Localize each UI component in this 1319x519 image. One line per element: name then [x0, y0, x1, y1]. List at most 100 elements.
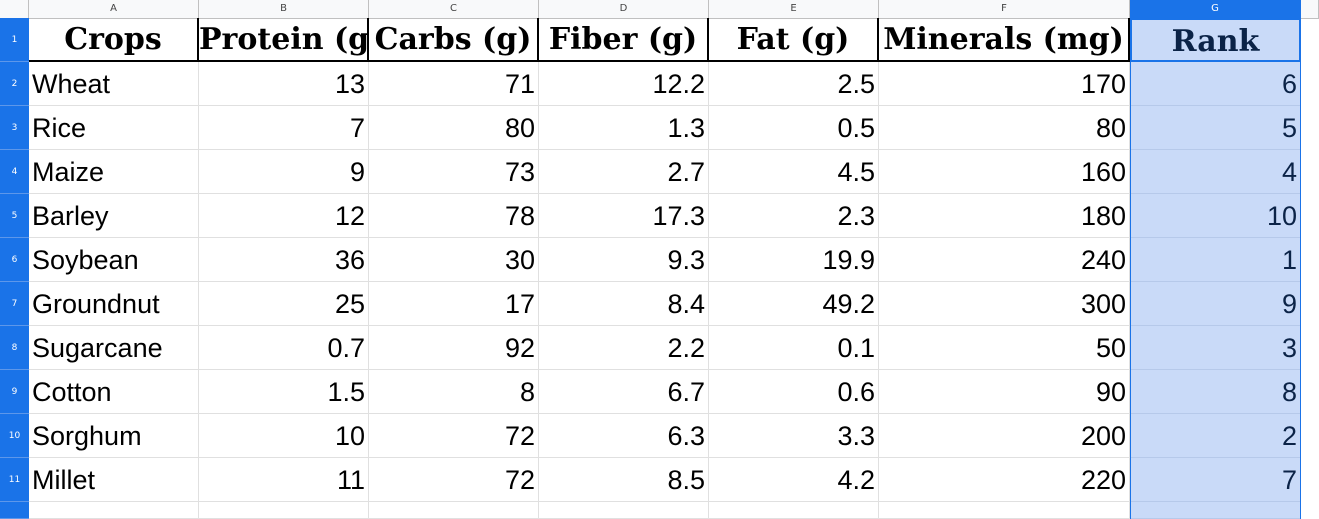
cell-a10[interactable]: Sorghum [29, 414, 199, 458]
column-header-f[interactable]: F [879, 0, 1130, 18]
cell-b7[interactable]: 25 [199, 282, 369, 326]
cell-b9[interactable]: 1.5 [199, 370, 369, 414]
cell-b12[interactable] [199, 502, 369, 519]
cell-f8[interactable]: 50 [879, 326, 1130, 370]
cell-c11[interactable]: 72 [369, 458, 539, 502]
cell-c8[interactable]: 92 [369, 326, 539, 370]
cell-f12[interactable] [879, 502, 1130, 519]
cell-c12[interactable] [369, 502, 539, 519]
row-header-1[interactable]: 1 [0, 18, 29, 62]
cell-f2[interactable]: 170 [879, 62, 1130, 106]
cell-g4[interactable]: 4 [1130, 150, 1301, 194]
cell-e11[interactable]: 4.2 [709, 458, 879, 502]
select-all-corner[interactable] [0, 0, 29, 18]
column-header-a[interactable]: A [29, 0, 199, 18]
cell-e9[interactable]: 0.6 [709, 370, 879, 414]
cell-c2[interactable]: 71 [369, 62, 539, 106]
cell-a5[interactable]: Barley [29, 194, 199, 238]
column-header-d[interactable]: D [539, 0, 709, 18]
cell-a12[interactable] [29, 502, 199, 519]
row-header-8[interactable]: 8 [0, 326, 29, 370]
cell-d4[interactable]: 2.7 [539, 150, 709, 194]
cell-b11[interactable]: 11 [199, 458, 369, 502]
cell-d3[interactable]: 1.3 [539, 106, 709, 150]
cell-g7[interactable]: 9 [1130, 282, 1301, 326]
cell-b2[interactable]: 13 [199, 62, 369, 106]
cell-g12[interactable] [1130, 502, 1301, 519]
cell-d10[interactable]: 6.3 [539, 414, 709, 458]
header-cell-f[interactable]: Minerals (mg) [879, 18, 1130, 62]
cell-g10[interactable]: 2 [1130, 414, 1301, 458]
cell-e3[interactable]: 0.5 [709, 106, 879, 150]
cell-d8[interactable]: 2.2 [539, 326, 709, 370]
cell-a7[interactable]: Groundnut [29, 282, 199, 326]
cell-e5[interactable]: 2.3 [709, 194, 879, 238]
row-header-9[interactable]: 9 [0, 370, 29, 414]
cell-e10[interactable]: 3.3 [709, 414, 879, 458]
row-header-5[interactable]: 5 [0, 194, 29, 238]
row-header-3[interactable]: 3 [0, 106, 29, 150]
row-header-2[interactable]: 2 [0, 62, 29, 106]
cell-e2[interactable]: 2.5 [709, 62, 879, 106]
cell-a11[interactable]: Millet [29, 458, 199, 502]
row-header-10[interactable]: 10 [0, 414, 29, 458]
cell-a2[interactable]: Wheat [29, 62, 199, 106]
cell-g8[interactable]: 3 [1130, 326, 1301, 370]
header-cell-a[interactable]: Crops [29, 18, 199, 62]
cell-b8[interactable]: 0.7 [199, 326, 369, 370]
cell-a6[interactable]: Soybean [29, 238, 199, 282]
cell-g5[interactable]: 10 [1130, 194, 1301, 238]
cell-d9[interactable]: 6.7 [539, 370, 709, 414]
cell-c10[interactable]: 72 [369, 414, 539, 458]
column-header-g[interactable]: G [1130, 0, 1301, 18]
cell-d7[interactable]: 8.4 [539, 282, 709, 326]
cell-f6[interactable]: 240 [879, 238, 1130, 282]
row-header-7[interactable]: 7 [0, 282, 29, 326]
header-cell-b[interactable]: Protein (g) [199, 18, 369, 62]
header-cell-c[interactable]: Carbs (g) [369, 18, 539, 62]
cell-b4[interactable]: 9 [199, 150, 369, 194]
cell-a3[interactable]: Rice [29, 106, 199, 150]
row-header-4[interactable]: 4 [0, 150, 29, 194]
header-cell-e[interactable]: Fat (g) [709, 18, 879, 62]
cell-a8[interactable]: Sugarcane [29, 326, 199, 370]
cell-c3[interactable]: 80 [369, 106, 539, 150]
cell-f4[interactable]: 160 [879, 150, 1130, 194]
cell-e6[interactable]: 19.9 [709, 238, 879, 282]
cell-f5[interactable]: 180 [879, 194, 1130, 238]
cell-c4[interactable]: 73 [369, 150, 539, 194]
cell-g2[interactable]: 6 [1130, 62, 1301, 106]
cell-g6[interactable]: 1 [1130, 238, 1301, 282]
cell-f9[interactable]: 90 [879, 370, 1130, 414]
row-header-11[interactable]: 11 [0, 458, 29, 502]
cell-f10[interactable]: 200 [879, 414, 1130, 458]
cell-a9[interactable]: Cotton [29, 370, 199, 414]
cell-c7[interactable]: 17 [369, 282, 539, 326]
column-header-c[interactable]: C [369, 0, 539, 18]
cell-d5[interactable]: 17.3 [539, 194, 709, 238]
column-header-b[interactable]: B [199, 0, 369, 18]
cell-d6[interactable]: 9.3 [539, 238, 709, 282]
cell-b3[interactable]: 7 [199, 106, 369, 150]
cell-g9[interactable]: 8 [1130, 370, 1301, 414]
row-header-6[interactable]: 6 [0, 238, 29, 282]
cell-b10[interactable]: 10 [199, 414, 369, 458]
cell-g11[interactable]: 7 [1130, 458, 1301, 502]
cell-g3[interactable]: 5 [1130, 106, 1301, 150]
cell-b5[interactable]: 12 [199, 194, 369, 238]
cell-f11[interactable]: 220 [879, 458, 1130, 502]
cell-a4[interactable]: Maize [29, 150, 199, 194]
cell-d2[interactable]: 12.2 [539, 62, 709, 106]
cell-e8[interactable]: 0.1 [709, 326, 879, 370]
cell-d12[interactable] [539, 502, 709, 519]
column-header-e[interactable]: E [709, 0, 879, 18]
cell-e12[interactable] [709, 502, 879, 519]
cell-c6[interactable]: 30 [369, 238, 539, 282]
cell-f7[interactable]: 300 [879, 282, 1130, 326]
cell-d11[interactable]: 8.5 [539, 458, 709, 502]
header-cell-g[interactable]: Rank [1130, 18, 1301, 62]
cell-e4[interactable]: 4.5 [709, 150, 879, 194]
header-cell-d[interactable]: Fiber (g) [539, 18, 709, 62]
cell-b6[interactable]: 36 [199, 238, 369, 282]
cell-c9[interactable]: 8 [369, 370, 539, 414]
